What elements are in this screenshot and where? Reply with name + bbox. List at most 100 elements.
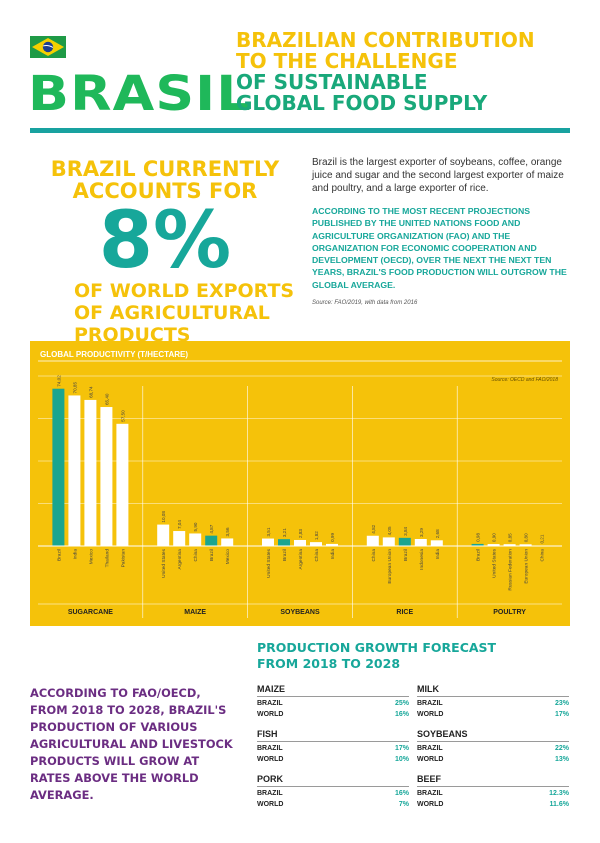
bar — [205, 535, 218, 546]
forecast-region-label: BRAZIL — [417, 745, 443, 752]
bar-value-label: 0,98 — [476, 533, 481, 542]
bar — [68, 395, 81, 546]
bar-value-label: 57,50 — [120, 410, 125, 422]
forecast-title-line: PRODUCTION GROWTH FORECAST — [257, 640, 497, 655]
group-label: MAIZE — [184, 609, 206, 616]
forecast-value: 22% — [554, 745, 569, 752]
country-tick-label: Russian Federation — [508, 549, 514, 591]
forecast-value: 17% — [554, 711, 569, 718]
forecast-product-name: MILK — [417, 684, 569, 697]
forecast-region-label: WORLD — [417, 711, 444, 718]
country-tick-label: Brazil — [209, 549, 215, 561]
forecast-column-right: MILK BRAZIL 23% WORLD 17% SOYBEANS BRAZIL 22% WO… — [417, 684, 569, 819]
productivity-chart-panel: GLOBAL PRODUCTIVITY (T/HECTARE) Source: O… — [30, 341, 570, 626]
country-tick-label: India — [330, 549, 336, 560]
headline-line: OF SUSTAINABLE — [236, 70, 428, 94]
country-tick-label: Indonesia — [419, 549, 425, 570]
country-tick-label: Brazil — [476, 549, 482, 561]
bar — [294, 539, 306, 546]
bar — [471, 543, 484, 546]
forecast-block: MILK BRAZIL 23% WORLD 17% — [417, 684, 569, 720]
country-tick-label: United States — [161, 548, 167, 577]
group-label: RICE — [396, 609, 413, 616]
intro-text: Brazil is the largest exporter of soybea… — [312, 156, 574, 306]
bar — [189, 533, 202, 546]
bar-value-label: 0,85 — [508, 533, 513, 542]
bar — [326, 543, 338, 546]
group-label: SOYBEANS — [280, 609, 320, 616]
forecast-value: 17% — [394, 745, 409, 752]
forecast-region-label: BRAZIL — [257, 700, 283, 707]
forecast-row: BRAZIL 25% — [257, 698, 409, 709]
country-tick-label: China — [314, 549, 320, 562]
bar — [278, 539, 290, 546]
bar — [84, 399, 97, 546]
bar-value-label: 68,74 — [88, 386, 93, 398]
bar — [398, 537, 411, 546]
bar-value-label: 3,21 — [282, 528, 287, 537]
country-tick-label: China — [371, 549, 377, 562]
header-divider — [30, 128, 570, 133]
productivity-chart: GLOBAL PRODUCTIVITY (T/HECTARE) Source: O… — [38, 350, 562, 618]
bar-value-label: 3,56 — [225, 527, 230, 536]
country-tick-label: European Union — [387, 549, 393, 584]
highlight-line: BRAZIL CURRENTLY — [50, 157, 280, 181]
forecast-region-label: BRAZIL — [417, 790, 443, 797]
bar — [503, 544, 516, 546]
bar-value-label: 0,99 — [330, 533, 335, 542]
forecast-row: BRAZIL 23% — [417, 698, 569, 709]
country-tick-label: Mexico — [88, 549, 94, 565]
bar-value-label: 2,68 — [435, 529, 440, 538]
country-tick-label: India — [435, 549, 441, 560]
country-tick-label: Thailand — [104, 549, 110, 568]
forecast-column-left: MAIZE BRAZIL 25% WORLD 16% FISH BRAZIL 17% WORLD… — [257, 684, 409, 819]
highlight-line: OF AGRICULTURAL — [74, 302, 270, 324]
forecast-value: 25% — [394, 700, 409, 707]
intro-paragraph: Brazil is the largest exporter of soybea… — [312, 157, 564, 194]
bar-value-label: 0,80 — [524, 533, 529, 542]
bar — [310, 542, 322, 546]
bar-value-label: 2,83 — [298, 529, 303, 538]
forecast-block: MAIZE BRAZIL 25% WORLD 16% — [257, 684, 409, 720]
forecast-row: BRAZIL 17% — [257, 743, 409, 754]
forecast-row: WORLD 13% — [417, 754, 569, 765]
forecast-product-name: PORK — [257, 774, 409, 787]
bar-value-label: 10,08 — [161, 511, 166, 523]
highlight-line: OF WORLD EXPORTS — [74, 280, 295, 302]
forecast-product-name: SOYBEANS — [417, 729, 569, 742]
forecast-row: WORLD 16% — [257, 709, 409, 720]
forecast-value: 12.3% — [549, 790, 569, 797]
forecast-row: BRAZIL 16% — [257, 788, 409, 799]
forecast-value: 11.6% — [549, 801, 569, 808]
forecast-region-label: BRAZIL — [257, 790, 283, 797]
bar-value-label: 65,40 — [104, 393, 109, 405]
forecast-row: WORLD 17% — [417, 709, 569, 720]
brazil-flag-icon — [30, 36, 66, 58]
country-tick-label: India — [72, 549, 78, 560]
bar — [157, 524, 170, 546]
headline-line: TO THE CHALLENGE — [236, 49, 458, 73]
bar — [116, 423, 129, 546]
export-share-percent: 8% — [98, 196, 232, 286]
forecast-row: BRAZIL 12.3% — [417, 788, 569, 799]
chart-title: GLOBAL PRODUCTIVITY (T/HECTARE) — [40, 350, 188, 359]
bar-value-label: 3,84 — [403, 526, 408, 535]
forecast-value: 7% — [398, 801, 409, 808]
country-tick-label: China — [193, 549, 199, 562]
country-tick-label: Argentina — [298, 549, 304, 570]
bar-value-label: 4,05 — [387, 526, 392, 535]
bar — [173, 531, 186, 546]
forecast-value: 16% — [394, 790, 409, 797]
forecast-region-label: WORLD — [417, 756, 444, 763]
bar-value-label: 1,82 — [314, 531, 319, 540]
bar-value-label: 3,51 — [266, 527, 271, 536]
page-headline: BRAZILIAN CONTRIBUTION TO THE CHALLENGE … — [236, 30, 535, 114]
bar-value-label: 7,04 — [177, 520, 182, 529]
highlight-line: ACCOUNTS FOR — [72, 179, 258, 203]
bar — [221, 538, 234, 546]
forecast-region-label: WORLD — [257, 711, 284, 718]
brand-wordmark: BRASIL — [28, 66, 252, 122]
chart-source: Source: OECD and FAO/2018 — [491, 377, 558, 383]
bar — [430, 540, 443, 546]
forecast-row: WORLD 7% — [257, 799, 409, 810]
